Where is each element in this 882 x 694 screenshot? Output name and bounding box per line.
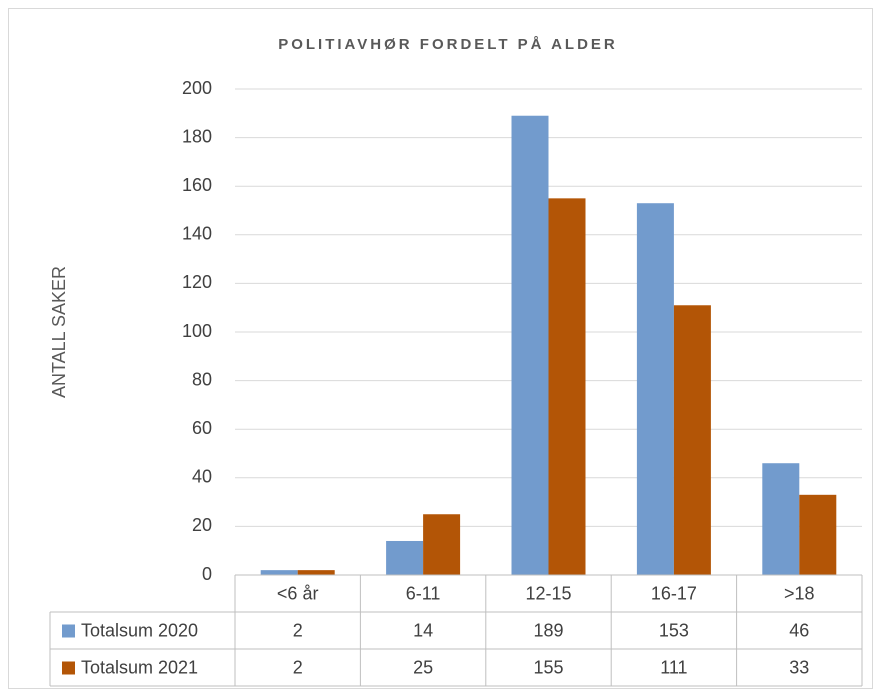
y-tick-label: 60 <box>192 418 212 438</box>
table-value: 155 <box>533 657 563 677</box>
y-axis-label: ANTALL SAKER <box>49 266 69 398</box>
y-tick-label: 0 <box>202 564 212 584</box>
chart-title: POLITIAVHØR FORDELT PÅ ALDER <box>278 36 618 53</box>
bar <box>548 198 586 575</box>
y-tick-label: 140 <box>182 224 212 244</box>
table-value: 14 <box>413 620 433 640</box>
y-tick-label: 20 <box>192 515 212 535</box>
legend-label: Totalsum 2020 <box>81 620 198 640</box>
bar <box>297 570 335 575</box>
legend-label: Totalsum 2021 <box>81 657 198 677</box>
y-tick-label: 100 <box>182 321 212 341</box>
y-tick-label: 40 <box>192 467 212 487</box>
bar <box>386 540 424 575</box>
table-value: 111 <box>660 657 687 677</box>
x-tick-label: 16-17 <box>651 583 697 603</box>
bar <box>673 305 711 575</box>
table-value: 2 <box>293 657 303 677</box>
table-value: 46 <box>789 620 809 640</box>
bar <box>423 514 461 575</box>
x-tick-label: 6-11 <box>406 583 441 603</box>
bar <box>636 203 674 575</box>
table-value: 2 <box>293 620 303 640</box>
bar <box>799 494 837 575</box>
bar <box>762 463 800 575</box>
y-tick-label: 200 <box>182 78 212 98</box>
table-value: 33 <box>789 657 809 677</box>
x-tick-label: <6 år <box>277 583 319 603</box>
y-tick-label: 80 <box>192 369 212 389</box>
legend-key <box>62 624 75 638</box>
y-tick-label: 160 <box>182 175 212 195</box>
x-tick-label: >18 <box>784 583 815 603</box>
y-tick-label: 180 <box>182 126 212 146</box>
bar <box>260 570 298 575</box>
bar <box>511 115 549 575</box>
table-value: 153 <box>659 620 689 640</box>
x-tick-label: 12-15 <box>525 583 571 603</box>
y-tick-label: 120 <box>182 272 212 292</box>
chart-border <box>8 8 873 689</box>
legend-key <box>62 661 75 675</box>
table-value: 25 <box>413 657 433 677</box>
table-value: 189 <box>533 620 563 640</box>
